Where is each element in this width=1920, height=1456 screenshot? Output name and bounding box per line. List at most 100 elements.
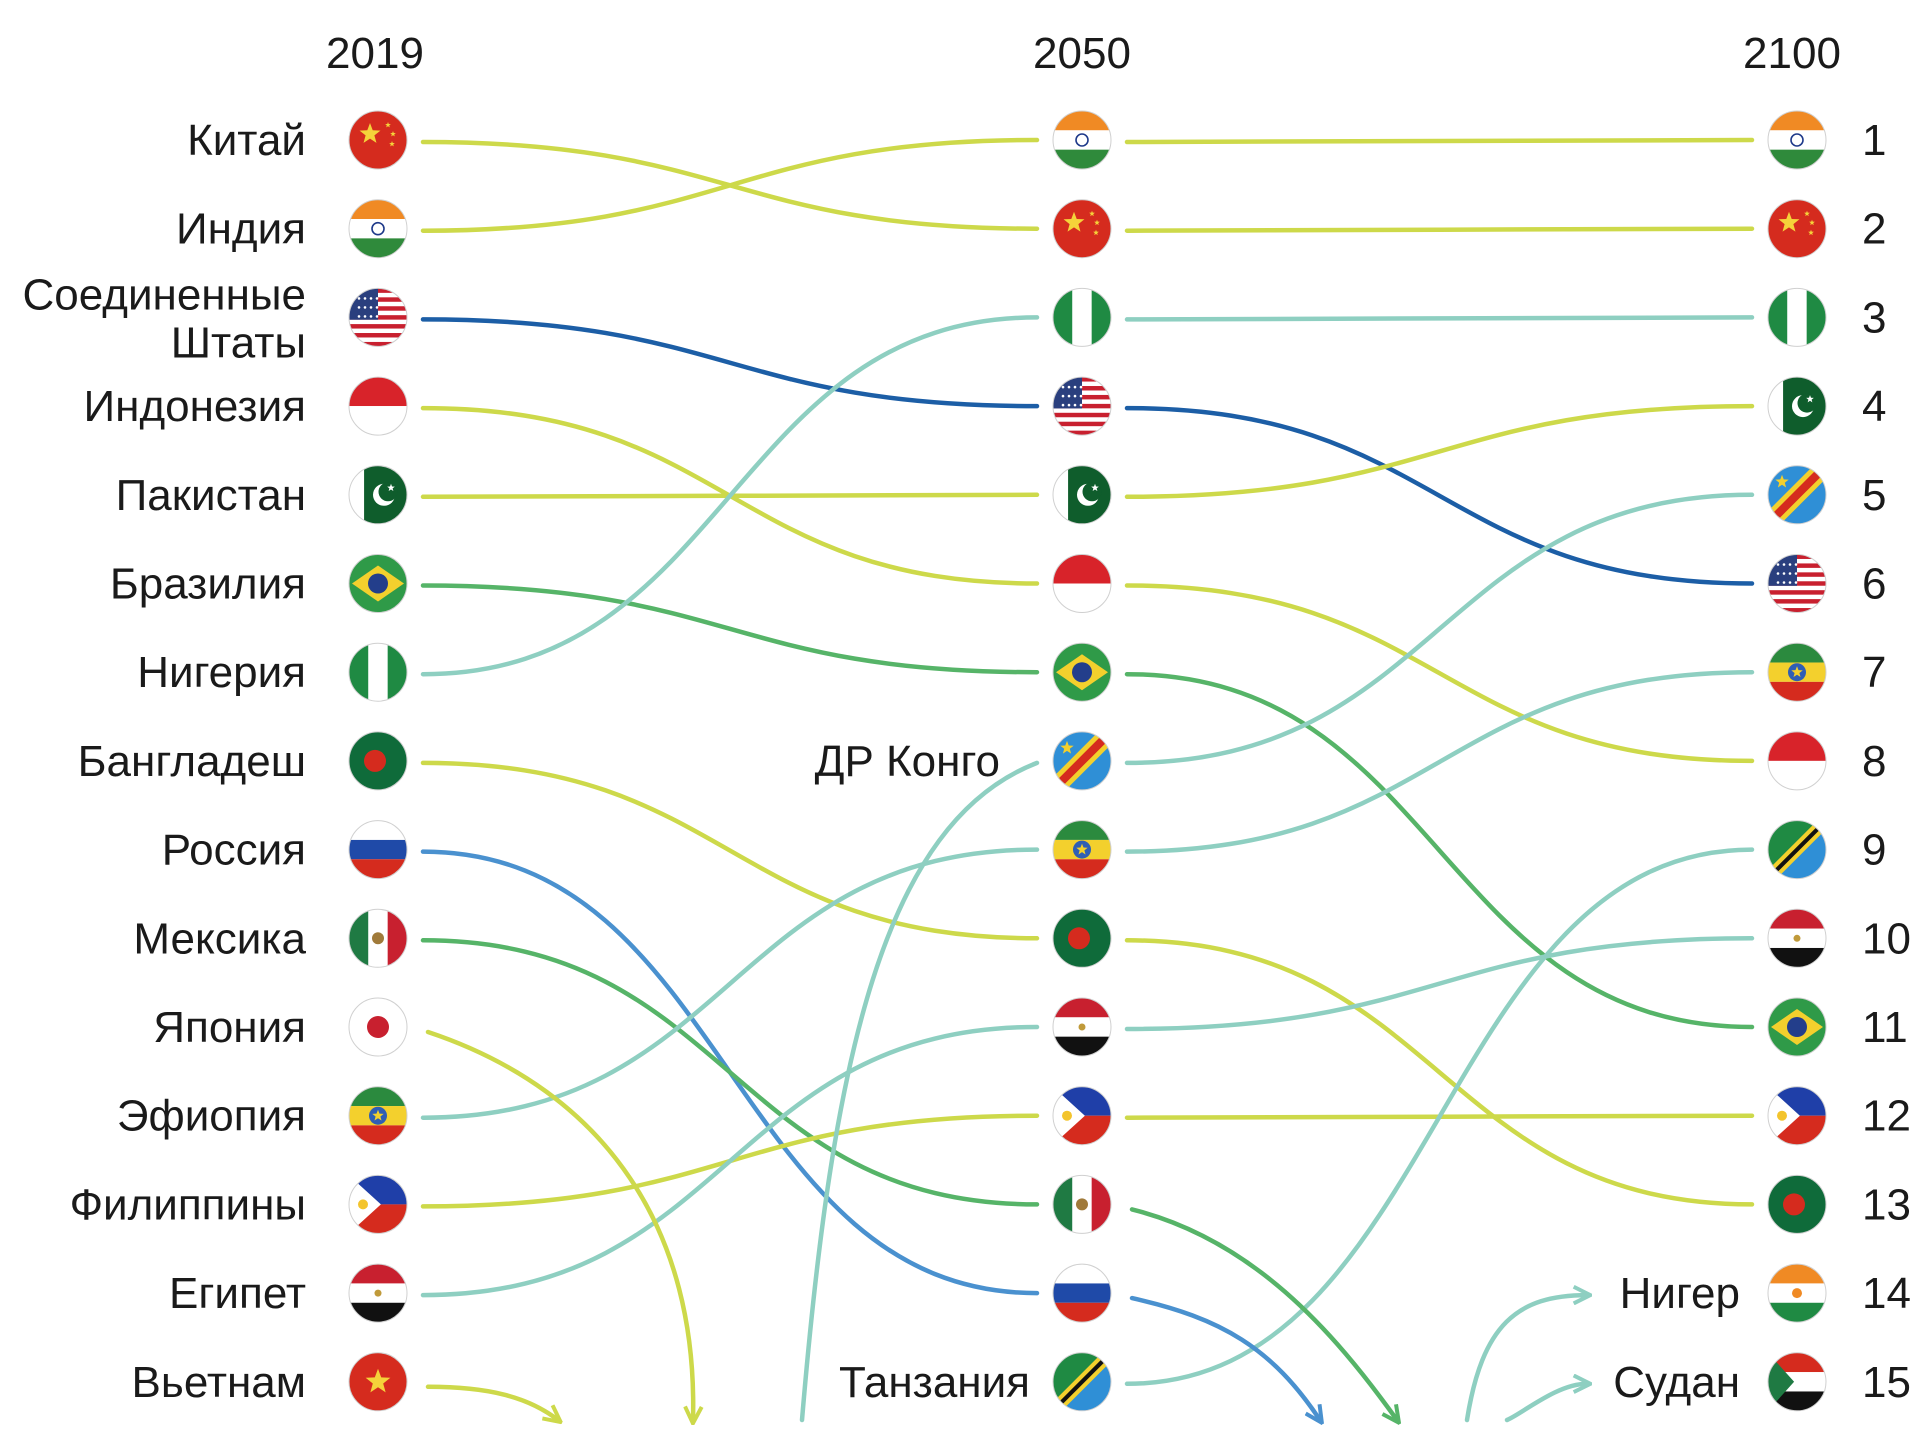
rank-label-11: 11 [1862,1003,1908,1052]
dropout-arrow-japan [425,1029,693,1420]
flag-2100-nigeria-icon [1767,287,1827,347]
country-label-sudan: Судан [1613,1358,1740,1407]
flag-2019-brazil-icon [348,554,408,613]
flag-2050-philippines-icon [1052,1086,1112,1146]
flag-2019-egypt-icon [348,1263,408,1323]
flag-2050-tanzania-icon [1052,1352,1112,1412]
dropout-arrow-vietnam [425,1384,558,1420]
flag-2100-brazil-icon [1767,997,1827,1057]
entry-arrow-sudan [1504,1384,1587,1423]
flag-2100-pakistan-icon [1767,376,1827,436]
flag-2100-philippines-icon [1767,1086,1827,1146]
country-label-drc: ДР Конго [815,737,1000,786]
rank-label-3: 3 [1862,293,1886,342]
flag-2050-drc-icon [1052,731,1112,791]
link-2019-2050-ethiopia [420,847,1040,1120]
flag-2100-indonesia-icon [1767,731,1827,791]
country-label-niger: Нигер [1620,1269,1740,1318]
rank-label-13: 13 [1862,1180,1911,1229]
country-label-mexico: Мексика [133,914,306,963]
country-label-vietnam: Вьетнам [132,1358,306,1407]
link-2050-2100-bangladesh [1124,938,1755,1207]
rank-label-14: 14 [1862,1269,1911,1318]
flag-2019-philippines-icon [348,1174,408,1234]
year-header-2019: 2019 [326,29,424,78]
flag-2019-indonesia-icon [348,376,408,436]
link-2019-2050-mexico [420,938,1040,1207]
link-2050-2100-nigeria [1124,315,1755,322]
rank-label-5: 5 [1862,471,1886,520]
rank-label-1: 1 [1862,116,1886,165]
flag-2050-india-icon [1052,110,1112,170]
country-label-philippines: Филиппины [70,1180,306,1229]
country-label-pakistan: Пакистан [116,471,306,520]
flag-2050-china-icon [1052,199,1112,259]
flag-2100-egypt-icon [1767,908,1827,968]
rank-label-9: 9 [1862,826,1886,875]
flag-2100-sudan-icon [1767,1352,1827,1412]
dropout-arrow-russia [1129,1295,1320,1420]
country-label-ethiopia: Эфиопия [117,1092,306,1141]
flag-2019-india-icon [348,199,408,259]
link-2019-2050-usa [420,317,1040,409]
flag-2100-india-icon [1767,110,1827,170]
rank-label-15: 15 [1862,1358,1911,1407]
rank-change-lines [420,137,1755,1423]
link-2019-2050-nigeria [420,315,1040,677]
flag-2050-pakistan-icon [1052,465,1112,525]
country-label-indonesia: Индонезия [84,382,306,431]
flag-2019-vietnam-icon [348,1352,408,1412]
link-2050-2100-ethiopia [1124,669,1755,854]
country-label-egypt: Египет [169,1269,306,1318]
flag-2050-usa-icon [1052,376,1112,436]
link-2050-2100-brazil [1124,671,1755,1030]
flag-2100-tanzania-icon [1767,820,1827,880]
link-2050-2100-tanzania [1124,847,1755,1387]
country-label-russia: Россия [162,826,306,875]
flag-2019-japan-icon [348,997,408,1057]
rank-label-4: 4 [1862,382,1886,431]
flag-icons [348,110,1827,1412]
flag-2100-china-icon [1767,199,1827,259]
flag-2019-nigeria-icon [348,642,408,702]
country-label-japan: Япония [153,1003,306,1052]
country-label-tanzania: Танзания [839,1358,1030,1407]
flag-2100-bangladesh-icon [1767,1174,1827,1234]
flag-2050-russia-icon [1052,1263,1112,1323]
rank-label-2: 2 [1862,205,1886,254]
link-2050-2100-china [1124,226,1755,233]
rank-label-10: 10 [1862,914,1911,963]
country-label-usa-line2: Штаты [171,318,306,367]
entry-arrow-niger [1464,1295,1587,1423]
country-label-china: Китай [187,116,306,165]
flag-2050-ethiopia-icon [1052,820,1112,880]
rank-label-7: 7 [1862,648,1886,697]
flag-2019-china-icon [348,110,408,170]
link-2050-2100-pakistan [1124,403,1755,500]
link-2050-2100-india [1124,137,1755,145]
flag-2019-russia-icon [348,820,408,880]
country-label-india: Индия [176,205,306,254]
link-2019-2050-brazil [420,583,1040,675]
rank-label-6: 6 [1862,560,1886,609]
link-2019-2050-egypt [420,1024,1040,1298]
flag-2050-bangladesh-icon [1052,908,1112,968]
flag-2050-indonesia-icon [1052,554,1112,613]
flag-2050-mexico-icon [1052,1174,1112,1234]
flag-2019-bangladesh-icon [348,731,408,791]
flag-2019-ethiopia-icon [348,1086,408,1146]
flag-2050-egypt-icon [1052,997,1112,1057]
flag-2019-mexico-icon [348,908,408,968]
flag-2100-ethiopia-icon [1767,642,1827,702]
dropout-arrow-mexico [1129,1207,1397,1420]
country-label-brazil: Бразилия [110,560,306,609]
flag-2100-drc-icon [1767,465,1827,525]
country-label-usa-line1: Соединенные [23,270,306,319]
flag-2100-niger-icon [1767,1263,1827,1323]
rank-label-8: 8 [1862,737,1886,786]
year-header-2050: 2050 [1033,29,1131,78]
link-2050-2100-indonesia [1124,583,1755,764]
entry-line-drc [799,760,1040,1423]
flag-2019-usa-icon [348,287,408,347]
